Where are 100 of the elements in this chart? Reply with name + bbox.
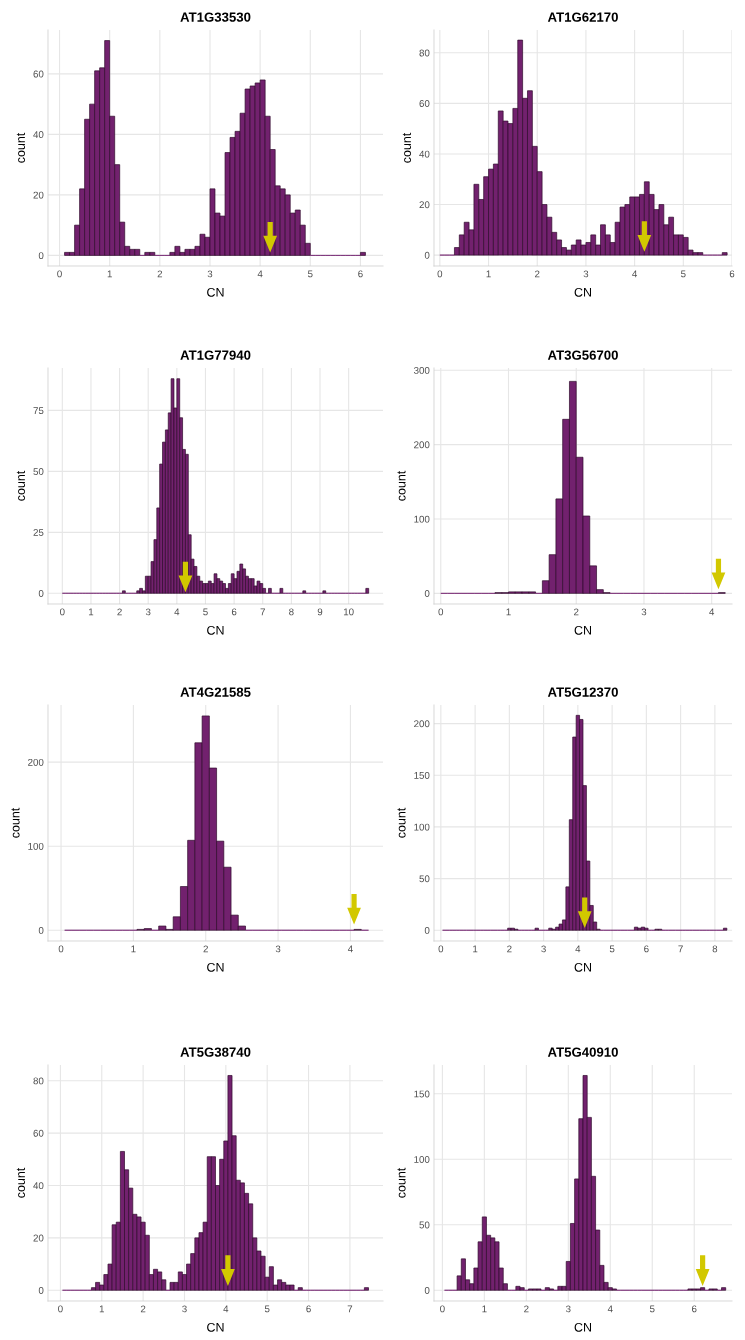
x-tick-label: 1 (506, 608, 511, 616)
x-axis-title: CN (574, 962, 592, 972)
x-tick-label: 0 (438, 945, 444, 953)
x-tick-label: 4 (709, 608, 715, 616)
y-tick-label: 0 (424, 251, 430, 259)
y-tick-label: 75 (33, 407, 44, 415)
y-tick-label: 25 (33, 529, 44, 536)
x-tick-label: 2 (203, 945, 208, 953)
x-tick-label: 0 (438, 608, 444, 616)
x-tick-label: 2 (574, 608, 579, 616)
y-axis-title: count (397, 470, 406, 501)
chart-title: AT5G38740 (180, 1047, 251, 1057)
x-tick-label: 5 (649, 1305, 655, 1313)
y-tick-label: 50 (419, 1221, 430, 1229)
x-axis-title: CN (574, 625, 592, 635)
x-tick-label: 3 (583, 270, 589, 278)
y-axis-title: count (397, 807, 406, 838)
x-tick-label: 0 (57, 270, 62, 278)
x-tick-label: 1 (486, 270, 491, 278)
y-tick-label: 40 (33, 1182, 44, 1190)
y-tick-label: 0 (424, 1286, 430, 1294)
chart-title: AT1G77940 (180, 350, 251, 360)
y-tick-label: 0 (424, 590, 430, 597)
x-tick-label: 5 (264, 1305, 270, 1313)
y-axis-title: count (16, 132, 25, 163)
y-tick-label: 200 (28, 758, 44, 766)
x-tick-label: 1 (482, 1305, 487, 1313)
chart-title: AT1G62170 (547, 12, 618, 22)
x-tick-label: 1 (88, 608, 94, 616)
y-tick-label: 0 (38, 926, 44, 934)
x-tick-label: 3 (641, 608, 647, 616)
chart-title: AT5G12370 (547, 687, 618, 697)
x-tick-label: 7 (260, 608, 265, 616)
x-tick-label: 5 (609, 945, 615, 953)
x-tick-label: 5 (307, 270, 313, 278)
x-tick-label: 0 (58, 945, 64, 953)
x-tick-label: 6 (306, 1305, 311, 1313)
x-tick-label: 4 (257, 270, 263, 278)
x-tick-label: 1 (107, 270, 112, 278)
chart-title: AT4G21585 (180, 687, 251, 697)
y-tick-label: 60 (33, 1129, 44, 1137)
y-tick-label: 50 (33, 468, 44, 475)
y-tick-label: 60 (33, 70, 44, 78)
x-tick-label: 2 (117, 608, 122, 616)
y-tick-label: 50 (419, 875, 430, 883)
y-tick-label: 80 (33, 1077, 44, 1085)
x-tick-label: 6 (729, 270, 735, 278)
y-tick-label: 40 (419, 150, 430, 158)
x-tick-label: 2 (524, 1305, 529, 1313)
x-axis-title: CN (207, 287, 224, 297)
y-tick-label: 300 (413, 366, 430, 374)
x-tick-label: 1 (131, 945, 136, 953)
x-tick-label: 0 (58, 1305, 63, 1313)
x-tick-label: 5 (680, 270, 686, 278)
y-tick-label: 200 (414, 720, 430, 728)
x-tick-label: 5 (203, 608, 208, 616)
x-tick-label: 10 (343, 608, 354, 616)
x-axis-title: CN (574, 287, 592, 297)
x-tick-label: 1 (473, 945, 478, 953)
x-axis-title: CN (574, 1322, 592, 1332)
x-tick-label: 7 (678, 945, 683, 953)
x-tick-label: 6 (644, 945, 649, 953)
x-tick-label: 2 (140, 1305, 146, 1313)
y-tick-label: 40 (33, 131, 44, 138)
y-axis-title: count (397, 1167, 406, 1198)
x-tick-label: 1 (99, 1305, 104, 1313)
x-axis-title: CN (207, 962, 224, 972)
y-axis-title: count (402, 132, 411, 163)
y-tick-label: 200 (414, 441, 430, 449)
x-tick-label: 6 (231, 608, 237, 616)
x-tick-label: 3 (182, 1305, 187, 1313)
x-tick-label: 9 (317, 608, 323, 616)
x-tick-label: 6 (358, 270, 363, 278)
x-tick-label: 2 (535, 270, 540, 278)
y-tick-label: 0 (38, 590, 44, 597)
x-tick-label: 2 (507, 945, 512, 953)
y-tick-label: 20 (33, 1234, 44, 1242)
y-tick-label: 100 (414, 1156, 430, 1163)
x-tick-label: 4 (607, 1305, 613, 1313)
x-tick-label: 2 (157, 270, 163, 278)
x-tick-label: 4 (347, 945, 353, 953)
y-tick-label: 60 (419, 100, 430, 107)
y-tick-label: 20 (33, 191, 44, 199)
y-tick-label: 100 (414, 823, 430, 831)
x-tick-label: 0 (59, 608, 65, 616)
y-tick-label: 150 (414, 772, 430, 779)
x-tick-label: 4 (575, 945, 581, 953)
x-tick-label: 8 (289, 608, 294, 616)
y-tick-label: 100 (28, 842, 44, 850)
y-tick-label: 0 (424, 926, 430, 934)
chart-title: AT1G33530 (180, 12, 251, 22)
x-tick-label: 3 (541, 945, 546, 953)
y-tick-label: 150 (414, 1090, 430, 1098)
x-axis-title: CN (207, 1322, 224, 1332)
x-tick-label: 8 (712, 945, 718, 953)
y-tick-label: 80 (419, 49, 430, 57)
y-tick-label: 0 (38, 1286, 44, 1294)
x-tick-label: 3 (565, 1305, 571, 1313)
x-tick-label: 0 (440, 1305, 445, 1313)
y-tick-label: 20 (419, 201, 430, 209)
